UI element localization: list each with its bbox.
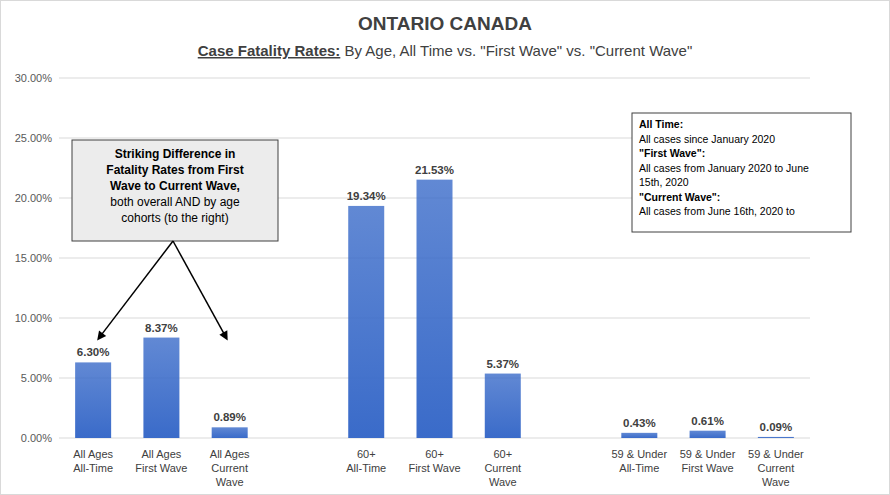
data-label: 0.61% [691, 415, 724, 427]
definition-heading: "First Wave": [639, 147, 705, 159]
callout-text: both overall AND by age [110, 195, 240, 209]
data-label: 21.53% [415, 164, 454, 176]
x-tick-line: 60+ [357, 448, 376, 460]
data-label: 19.34% [347, 190, 386, 202]
data-label: 8.37% [145, 322, 178, 334]
definitions-box [632, 113, 851, 232]
x-tick-line: All Ages [73, 448, 113, 460]
x-tick-label: All Ages Current Wave [210, 448, 250, 488]
x-tick-line: First Wave [682, 462, 734, 474]
callout-heading: Wave to Current Wave, [110, 179, 240, 193]
bar [485, 374, 521, 438]
definition-text: All cases from June 16th, 2020 to [639, 205, 795, 217]
x-tick-line: Wave [762, 476, 790, 488]
frame [1, 1, 890, 495]
x-tick-line: All-Time [346, 462, 386, 474]
callout-text: cohorts (to the right) [121, 211, 228, 225]
callout-box [72, 140, 278, 241]
data-label: 5.37% [486, 358, 519, 370]
callout-arrowhead [97, 331, 106, 341]
bar [621, 433, 657, 438]
x-tick-line: Wave [216, 476, 244, 488]
callout-arrow [101, 241, 173, 336]
x-tick-label: 60+ All-Time [346, 448, 386, 474]
x-tick-line: 59 & Under [748, 448, 804, 460]
x-tick-line: All-Time [73, 462, 113, 474]
x-tick-line: All Ages [210, 448, 250, 460]
x-tick-line: 60+ [425, 448, 444, 460]
bar [75, 362, 111, 438]
data-label: 0.89% [213, 411, 246, 423]
x-tick-line: 59 & Under [611, 448, 667, 460]
x-tick-label: All Ages First Wave [135, 448, 187, 474]
y-tick-label: 15.00% [15, 252, 53, 264]
x-tick-line: Current [211, 462, 248, 474]
bar [758, 437, 794, 438]
y-tick-label: 25.00% [15, 132, 53, 144]
callout-arrowhead [219, 330, 227, 340]
chart: ONTARIO CANADA Case Fatality Rates: By Ag… [0, 0, 890, 495]
bar [348, 206, 384, 438]
x-tick-line: All Ages [142, 448, 182, 460]
x-tick-label: 59 & Under Current Wave [748, 448, 804, 488]
x-tick-label: All Ages All-Time [73, 448, 113, 474]
bar [690, 431, 726, 438]
x-tick-line: All-Time [619, 462, 659, 474]
callout-heading: Fatality Rates from First [106, 163, 243, 177]
definition-heading: All Time: [639, 118, 683, 130]
subtitle-lead: Case Fatality Rates: [198, 42, 341, 59]
x-tick-label: 60+ First Wave [408, 448, 460, 474]
callout-heading: Striking Difference in [115, 147, 236, 161]
y-tick-label: 30.00% [15, 72, 53, 84]
definition-text: All cases from January 2020 to June [639, 162, 809, 174]
subtitle: Case Fatality Rates: By Age, All Time vs… [198, 42, 693, 59]
bar [212, 427, 248, 438]
data-label: 0.43% [623, 417, 656, 429]
data-label: 0.09% [760, 421, 793, 433]
subtitle-rest: By Age, All Time vs. "First Wave" vs. "C… [340, 42, 692, 59]
x-tick-line: Current [484, 462, 521, 474]
x-tick-line: First Wave [408, 462, 460, 474]
grid-line [59, 78, 810, 79]
x-tick-line: 59 & Under [680, 448, 736, 460]
definition-heading: "Current Wave": [639, 191, 720, 203]
x-tick-label: 60+ Current Wave [484, 448, 521, 488]
data-label: 6.30% [77, 346, 110, 358]
x-tick-label: 59 & Under All-Time [611, 448, 667, 474]
y-tick-label: 5.00% [21, 372, 52, 384]
definition-text: 15th, 2020 [639, 176, 689, 188]
bar [143, 338, 179, 438]
y-tick-label: 10.00% [15, 312, 53, 324]
definition-text: All cases since January 2020 [639, 133, 775, 145]
y-tick-label: 0.00% [21, 432, 52, 444]
y-tick-label: 20.00% [15, 192, 53, 204]
x-tick-line: 60+ [493, 448, 512, 460]
bar [417, 180, 453, 438]
x-tick-label: 59 & Under First Wave [680, 448, 736, 474]
x-tick-line: Current [758, 462, 795, 474]
callout-arrow [173, 241, 225, 335]
x-tick-line: First Wave [135, 462, 187, 474]
x-tick-line: Wave [489, 476, 517, 488]
title: ONTARIO CANADA [358, 13, 532, 34]
